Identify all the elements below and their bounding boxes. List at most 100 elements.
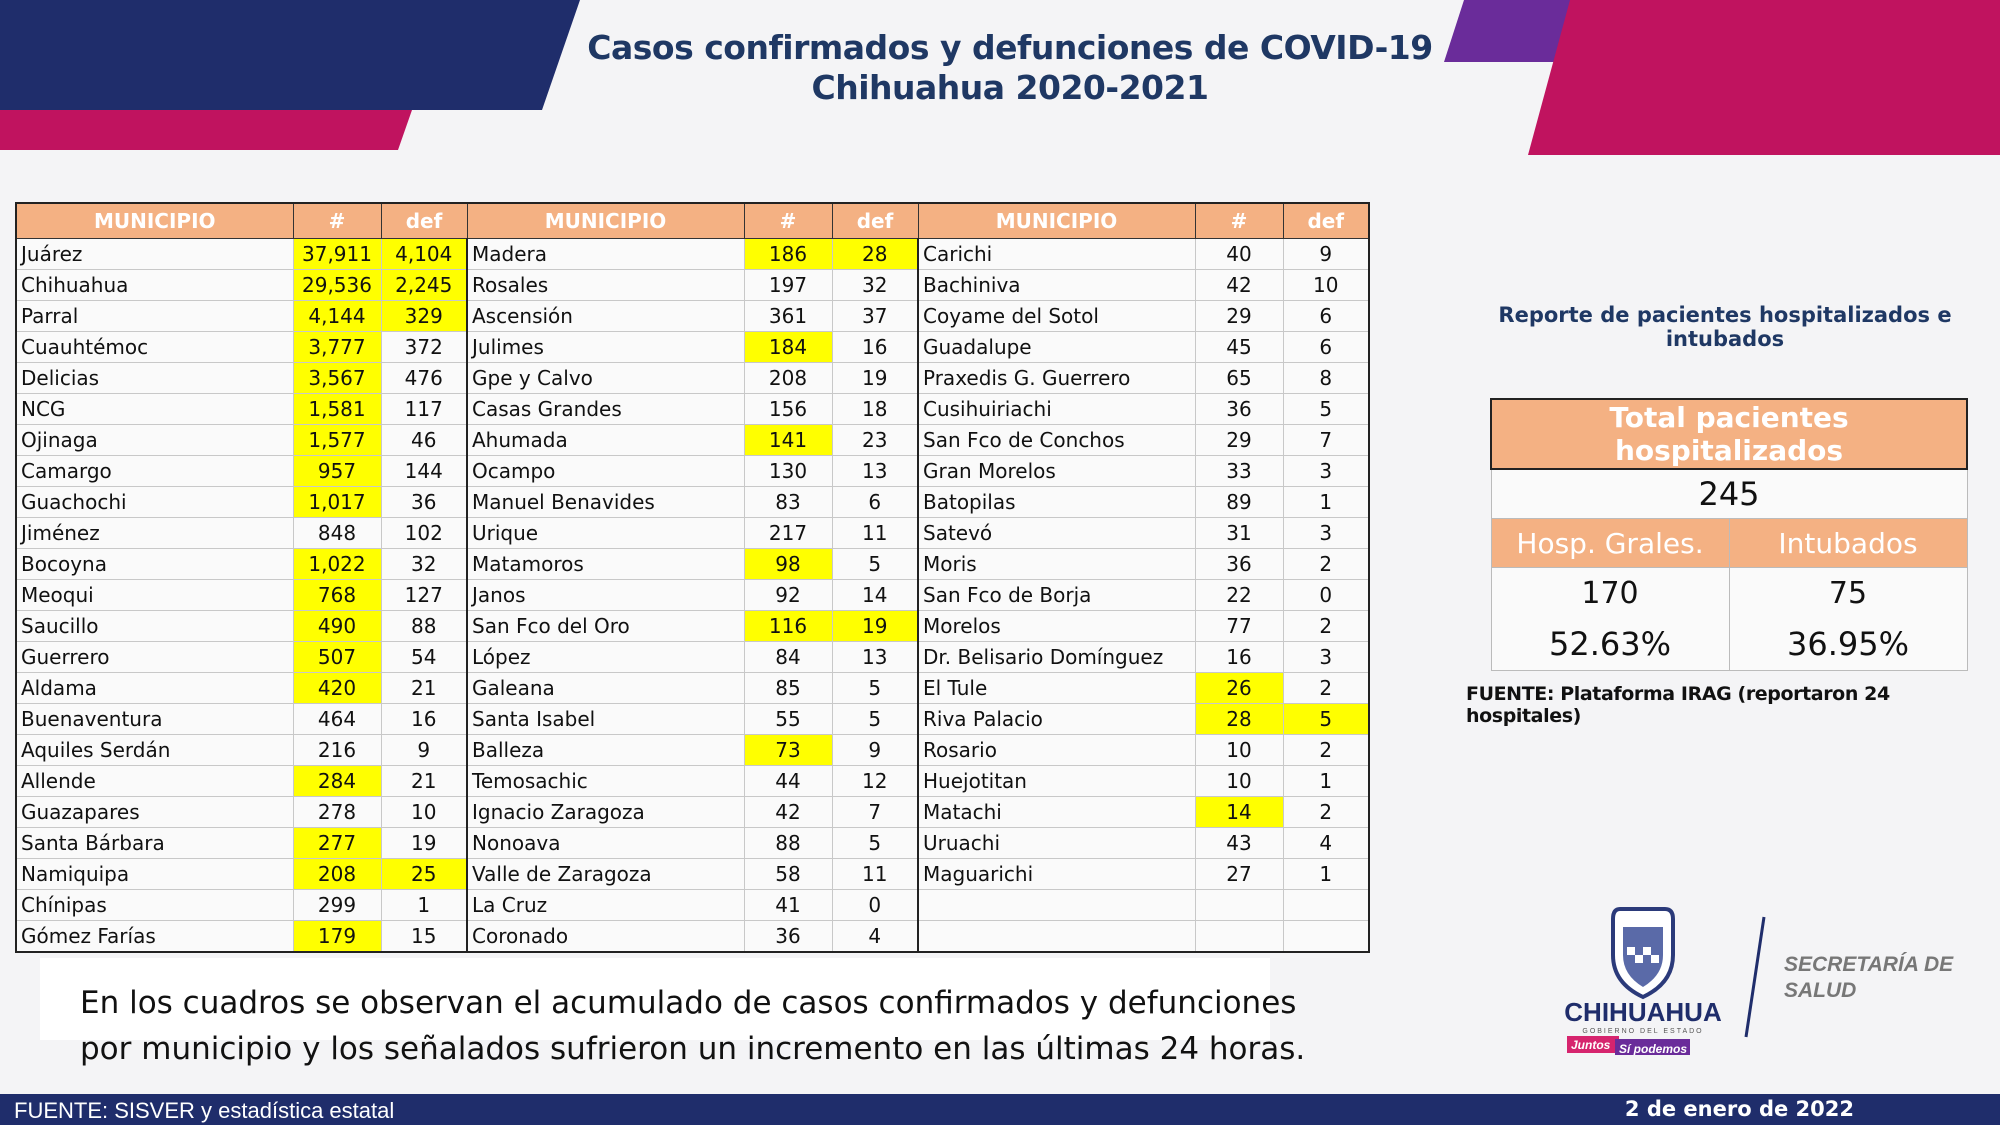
table-row: Camargo 957 144 Ocampo 130 13 Gran Morelos 33 3 bbox=[15, 455, 1370, 487]
municipality-name: Julimes bbox=[466, 331, 745, 363]
municipality-name: Santa Isabel bbox=[466, 703, 745, 735]
municipality-name: Casas Grandes bbox=[466, 393, 745, 425]
confirmed-cases: 156 bbox=[743, 393, 833, 425]
deaths: 6 bbox=[1282, 331, 1370, 363]
confirmed-cases: 29 bbox=[1194, 300, 1284, 332]
municipality-name: Cusihuiriachi bbox=[917, 393, 1196, 425]
confirmed-cases: 10 bbox=[1194, 765, 1284, 797]
deaths: 88 bbox=[380, 610, 468, 642]
confirmed-cases: 31 bbox=[1194, 517, 1284, 549]
table-row: NCG 1,581 117 Casas Grandes 156 18 Cusihuiriac… bbox=[15, 393, 1370, 425]
municipality-name: Aquiles Serdán bbox=[15, 734, 294, 766]
confirmed-cases: 42 bbox=[1194, 269, 1284, 301]
municipality-name: Guazapares bbox=[15, 796, 294, 828]
table-header-row: MUNICIPIO # def MUNICIPIO # def MUNICIPIO # def bbox=[15, 202, 1370, 239]
table-row: Chihuahua 29,536 2,245 Rosales 197 32 Bachiniv… bbox=[15, 269, 1370, 301]
confirmed-cases: 10 bbox=[1194, 734, 1284, 766]
deaths: 1 bbox=[1282, 486, 1370, 518]
deaths: 13 bbox=[831, 641, 919, 673]
footer-source: FUENTE: SISVER y estadística estatal bbox=[14, 1098, 395, 1123]
table-row: Juárez 37,911 4,104 Madera 186 28 Carichi 40 9 bbox=[15, 238, 1370, 270]
confirmed-cases: 217 bbox=[743, 517, 833, 549]
deaths: 10 bbox=[1282, 269, 1370, 301]
header-municipio: MUNICIPIO bbox=[917, 202, 1196, 239]
confirmed-cases: 116 bbox=[743, 610, 833, 642]
header-deaths: def bbox=[1282, 202, 1370, 239]
deaths: 5 bbox=[1282, 393, 1370, 425]
logo-divider bbox=[1744, 916, 1766, 1038]
municipality-name: Gómez Farías bbox=[15, 920, 294, 953]
table-row: Delicias 3,567 476 Gpe y Calvo 208 19 Praxedis… bbox=[15, 362, 1370, 394]
municipality-name: Temosachic bbox=[466, 765, 745, 797]
municipality-name: Guerrero bbox=[15, 641, 294, 673]
municipality-name: Namiquipa bbox=[15, 858, 294, 890]
hospital-report-title: Reporte de pacientes hospitalizados e in… bbox=[1498, 303, 1952, 351]
confirmed-cases: 277 bbox=[292, 827, 382, 859]
deaths: 2 bbox=[1282, 610, 1370, 642]
deaths: 4 bbox=[831, 920, 919, 953]
confirmed-cases: 83 bbox=[743, 486, 833, 518]
municipality-name: Galeana bbox=[466, 672, 745, 704]
municipality-name: Ahumada bbox=[466, 424, 745, 456]
confirmed-cases: 848 bbox=[292, 517, 382, 549]
confirmed-cases: 216 bbox=[292, 734, 382, 766]
confirmed-cases: 3,777 bbox=[292, 331, 382, 363]
municipality-name: Santa Bárbara bbox=[15, 827, 294, 859]
deaths: 19 bbox=[831, 610, 919, 642]
municipality-name: Praxedis G. Guerrero bbox=[917, 362, 1196, 394]
municipality-name: Buenaventura bbox=[15, 703, 294, 735]
deaths: 10 bbox=[380, 796, 468, 828]
municipality-name: Morelos bbox=[917, 610, 1196, 642]
deaths: 21 bbox=[380, 765, 468, 797]
municipality-name: Bachiniva bbox=[917, 269, 1196, 301]
municipality-name: Guachochi bbox=[15, 486, 294, 518]
table-row: Namiquipa 208 25 Valle de Zaragoza 58 11 Magua… bbox=[15, 858, 1370, 890]
municipality-name: Valle de Zaragoza bbox=[466, 858, 745, 890]
deaths: 36 bbox=[380, 486, 468, 518]
note-box bbox=[40, 958, 1270, 1040]
header-municipio: MUNICIPIO bbox=[466, 202, 745, 239]
table-row: Jiménez 848 102 Urique 217 11 Satevó 31 3 bbox=[15, 517, 1370, 549]
deaths: 23 bbox=[831, 424, 919, 456]
municipality-name: Moris bbox=[917, 548, 1196, 580]
municipality-name: San Fco de Borja bbox=[917, 579, 1196, 611]
municipality-name: Ocampo bbox=[466, 455, 745, 487]
confirmed-cases: 26 bbox=[1194, 672, 1284, 704]
municipality-name bbox=[917, 920, 1196, 953]
municipality-name: Chihuahua bbox=[15, 269, 294, 301]
confirmed-cases bbox=[1194, 889, 1284, 921]
deaths: 372 bbox=[380, 331, 468, 363]
deaths: 28 bbox=[831, 238, 919, 270]
confirmed-cases: 98 bbox=[743, 548, 833, 580]
page-title: Casos confirmados y defunciones de COVID… bbox=[500, 28, 1520, 108]
municipality-name: Manuel Benavides bbox=[466, 486, 745, 518]
deaths: 54 bbox=[380, 641, 468, 673]
municipality-name: Gran Morelos bbox=[917, 455, 1196, 487]
confirmed-cases bbox=[1194, 920, 1284, 953]
confirmed-cases: 184 bbox=[743, 331, 833, 363]
hospital-source: FUENTE: Plataforma IRAG (reportaron 24 h… bbox=[1466, 683, 1890, 727]
deaths: 0 bbox=[831, 889, 919, 921]
municipality-table: MUNICIPIO # def MUNICIPIO # def MUNICIPIO # def … bbox=[15, 202, 1370, 953]
general-hosp-label: Hosp. Grales. bbox=[1490, 518, 1730, 568]
deaths: 19 bbox=[380, 827, 468, 859]
municipality-name: Rosario bbox=[917, 734, 1196, 766]
deaths: 329 bbox=[380, 300, 468, 332]
municipality-name: Bocoyna bbox=[15, 548, 294, 580]
municipality-name: Juárez bbox=[15, 238, 294, 270]
header-decoration-left bbox=[0, 0, 580, 150]
table-row: Chínipas 299 1 La Cruz 41 0 bbox=[15, 889, 1370, 921]
municipality-name: Madera bbox=[466, 238, 745, 270]
municipality-name: Carichi bbox=[917, 238, 1196, 270]
chihuahua-government-logo: CHIHUAHUA GOBIERNO DEL ESTADO Juntos Sí … bbox=[1555, 905, 1730, 1055]
confirmed-cases: 768 bbox=[292, 579, 382, 611]
table-row: Aldama 420 21 Galeana 85 5 El Tule 26 2 bbox=[15, 672, 1370, 704]
deaths: 9 bbox=[1282, 238, 1370, 270]
deaths: 11 bbox=[831, 858, 919, 890]
deaths: 1 bbox=[380, 889, 468, 921]
municipality-name bbox=[917, 889, 1196, 921]
deaths: 3 bbox=[1282, 455, 1370, 487]
confirmed-cases: 92 bbox=[743, 579, 833, 611]
municipality-name: Saucillo bbox=[15, 610, 294, 642]
confirmed-cases: 55 bbox=[743, 703, 833, 735]
